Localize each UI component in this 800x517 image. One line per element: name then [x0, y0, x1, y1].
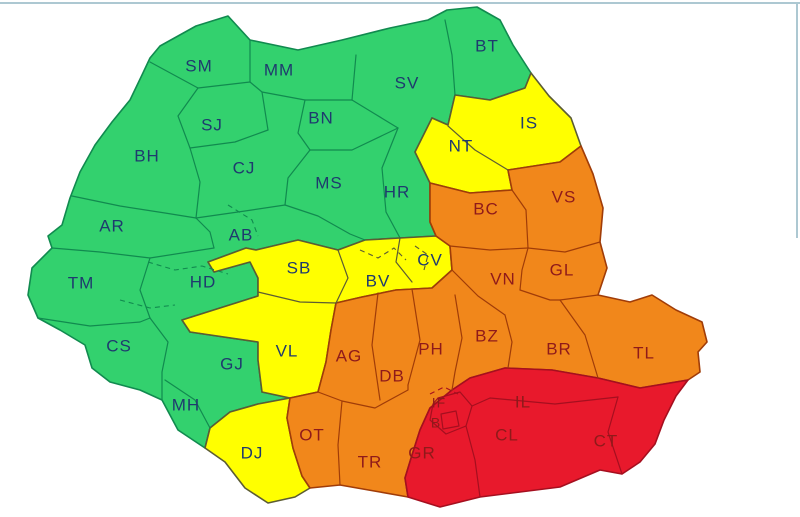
- county-border: [261, 91, 269, 131]
- county-label-AB: AB: [229, 225, 254, 244]
- county-border: [444, 19, 456, 96]
- county-border: [149, 317, 169, 401]
- county-border: [337, 400, 343, 486]
- county-border: [51, 247, 215, 259]
- dashed-subzone-border: [359, 247, 407, 261]
- county-border: [519, 289, 599, 301]
- county-border: [257, 291, 337, 304]
- county-label-SM: SM: [185, 56, 213, 75]
- county-label-DJ: DJ: [241, 443, 264, 462]
- county-border: [195, 204, 286, 219]
- county-border: [351, 54, 357, 101]
- county-border: [371, 292, 381, 401]
- county-label-IS: IS: [520, 113, 538, 132]
- county-label-BH: BH: [134, 146, 160, 165]
- county-border: [317, 391, 343, 402]
- county-border: [189, 129, 269, 149]
- county-label-CT: CT: [594, 431, 619, 450]
- county-border: [504, 314, 513, 369]
- county-label-CJ: CJ: [233, 158, 256, 177]
- county-label-IL: IL: [515, 392, 531, 411]
- county-border: [189, 147, 201, 219]
- county-label-B: B: [431, 415, 441, 431]
- county-label-IF: IF: [432, 395, 446, 411]
- county-border: [195, 217, 215, 249]
- county-border: [449, 245, 529, 251]
- county-label-MH: MH: [172, 395, 200, 414]
- county-label-SJ: SJ: [201, 115, 223, 134]
- county-label-BZ: BZ: [475, 326, 499, 345]
- county-border: [139, 257, 151, 319]
- county-border: [440, 410, 460, 430]
- county-border: [451, 269, 506, 316]
- county-border: [395, 237, 413, 283]
- county-border: [284, 149, 311, 206]
- county-label-AG: AG: [336, 346, 363, 365]
- county-label-SV: SV: [395, 73, 420, 92]
- county-label-VL: VL: [276, 341, 299, 360]
- county-label-OT: OT: [299, 425, 325, 444]
- county-label-AR: AR: [99, 216, 125, 235]
- county-border: [249, 81, 353, 101]
- county-border: [465, 425, 481, 498]
- county-label-VN: VN: [490, 269, 516, 288]
- county-label-GL: GL: [550, 260, 575, 279]
- county-label-BC: BC: [473, 199, 499, 218]
- county-border: [381, 127, 401, 239]
- county-label-GJ: GJ: [220, 354, 244, 373]
- county-border: [297, 99, 311, 151]
- county-label-DB: DB: [379, 366, 405, 385]
- county-border: [447, 125, 509, 171]
- dashed-subzone-border: [181, 295, 259, 321]
- county-label-CL: CL: [495, 425, 519, 444]
- county-border: [309, 127, 399, 151]
- county-border: [471, 396, 619, 407]
- county-label-BT: BT: [475, 36, 499, 55]
- county-border: [341, 384, 409, 409]
- county-border: [429, 391, 473, 435]
- county-border: [71, 195, 197, 219]
- county-border: [519, 247, 529, 291]
- county-label-TR: TR: [358, 452, 383, 471]
- county-border: [527, 241, 601, 253]
- warning-zone-red-south[interactable]: [404, 367, 689, 508]
- county-label-TL: TL: [633, 343, 655, 362]
- county-label-CV: CV: [417, 250, 443, 269]
- county-border: [451, 294, 463, 391]
- county-label-BN: BN: [308, 108, 334, 127]
- county-label-TM: TM: [68, 273, 95, 292]
- county-label-HR: HR: [384, 182, 411, 201]
- county-label-BV: BV: [366, 271, 391, 290]
- county-label-SB: SB: [287, 258, 312, 277]
- county-label-PH: PH: [418, 339, 444, 358]
- county-label-NT: NT: [449, 136, 474, 155]
- county-border: [177, 87, 199, 149]
- county-label-BR: BR: [546, 339, 572, 358]
- county-border: [164, 379, 211, 429]
- county-border: [284, 204, 366, 241]
- county-border: [559, 299, 599, 379]
- dashed-subzone-border: [119, 299, 176, 309]
- county-label-GR: GR: [408, 443, 436, 462]
- county-border: [511, 189, 529, 249]
- dashed-subzone-border: [227, 204, 259, 237]
- county-border: [37, 317, 151, 327]
- county-label-CS: CS: [106, 336, 132, 355]
- county-label-HD: HD: [190, 272, 217, 291]
- county-border: [335, 249, 349, 304]
- county-border: [351, 99, 399, 129]
- dashed-subzone-border: [189, 331, 259, 343]
- county-border: [407, 288, 421, 386]
- county-label-MM: MM: [264, 60, 294, 79]
- county-border: [607, 396, 623, 475]
- county-label-MS: MS: [315, 173, 343, 192]
- county-label-VS: VS: [552, 187, 577, 206]
